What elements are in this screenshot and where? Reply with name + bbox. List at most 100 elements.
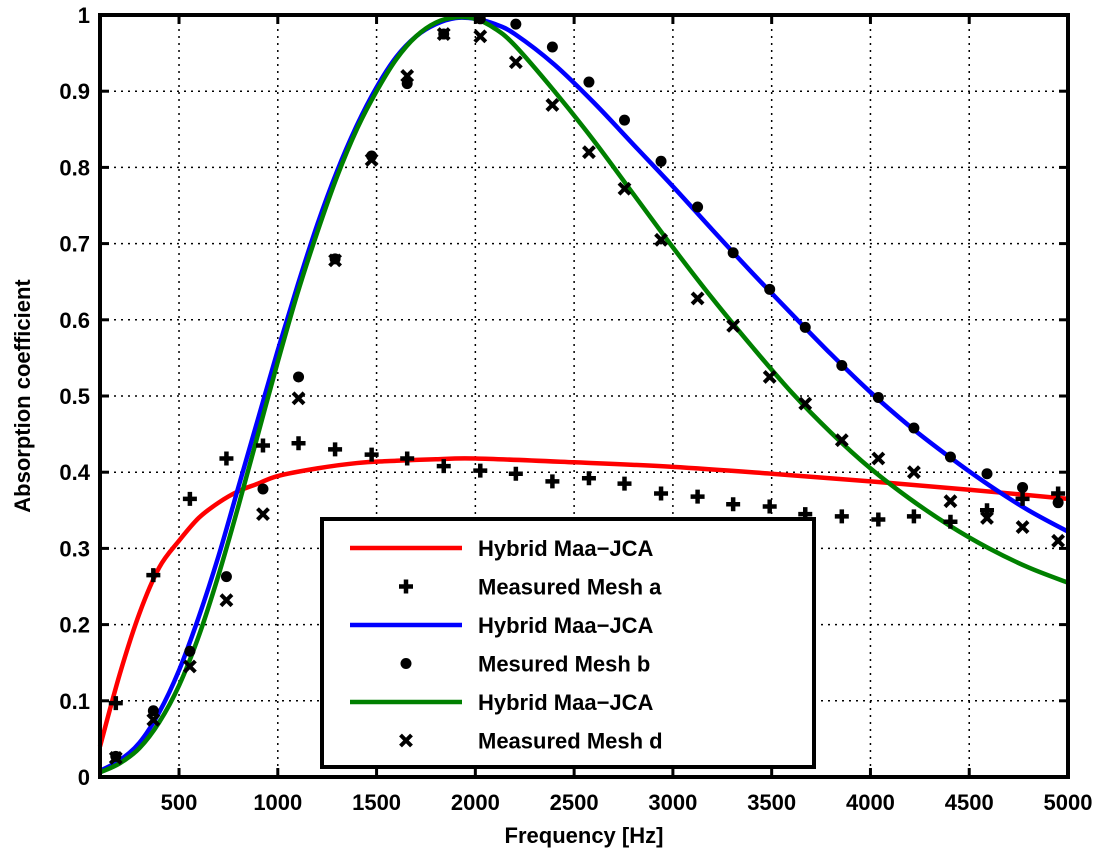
x-tick-label: 4000 xyxy=(846,790,895,815)
data-point xyxy=(944,451,956,463)
data-point xyxy=(727,247,739,259)
data-point xyxy=(400,451,415,466)
data-point xyxy=(655,155,667,167)
data-point xyxy=(545,98,560,112)
y-tick-label: 0.6 xyxy=(59,308,90,333)
data-point xyxy=(762,370,777,384)
x-tick-label: 3000 xyxy=(648,790,697,815)
data-point xyxy=(726,318,741,333)
y-tick-label: 0.1 xyxy=(59,689,90,714)
legend-label: Measured Mesh a xyxy=(478,575,662,600)
data-point xyxy=(581,471,596,486)
y-tick-label: 0 xyxy=(78,765,90,790)
legend-label: Mesured Mesh b xyxy=(478,652,650,677)
series-line-4 xyxy=(99,14,1069,775)
data-point xyxy=(220,571,232,583)
data-point xyxy=(146,712,161,727)
data-point xyxy=(510,18,522,30)
series-markers-5 xyxy=(108,27,1066,765)
data-point xyxy=(583,76,595,88)
y-tick-label: 1 xyxy=(78,3,90,28)
y-tick-label: 0.2 xyxy=(59,613,90,638)
data-point xyxy=(291,436,306,451)
data-point xyxy=(692,201,704,213)
plot-series xyxy=(97,13,1070,775)
data-point xyxy=(834,509,849,524)
x-axis-label: Frequency [Hz] xyxy=(505,823,664,848)
data-point xyxy=(182,491,197,506)
legend-swatch-marker xyxy=(399,579,413,594)
x-tick-label: 1500 xyxy=(352,790,401,815)
x-tick-label: 500 xyxy=(161,790,198,815)
data-point xyxy=(871,451,886,466)
data-point xyxy=(473,463,488,478)
data-point xyxy=(1052,497,1064,509)
data-point xyxy=(182,659,197,674)
data-point xyxy=(980,511,994,525)
y-tick-label: 0.7 xyxy=(59,232,90,257)
y-tick-label: 0.8 xyxy=(59,155,90,180)
data-point xyxy=(400,69,415,83)
data-point xyxy=(508,466,523,481)
legend-swatch-marker xyxy=(400,658,412,669)
data-point xyxy=(799,321,811,333)
data-point xyxy=(1017,481,1029,493)
grid-lines xyxy=(100,15,1068,777)
data-point xyxy=(364,152,379,167)
tick-labels: 500 1000 1500 2000 2500 3000 3500 4000 4500 5000 0… xyxy=(59,3,1092,815)
legend-label: Measured Mesh d xyxy=(478,729,663,754)
data-point xyxy=(108,696,123,711)
data-point xyxy=(618,114,630,126)
y-tick-label: 0.3 xyxy=(59,536,90,561)
data-point xyxy=(981,468,993,480)
data-point xyxy=(508,55,523,70)
data-point xyxy=(257,483,269,495)
data-point xyxy=(654,232,668,247)
legend: Hybrid Maa−JCA Measured Mesh a Hybrid Maa−… xyxy=(320,517,816,769)
data-point xyxy=(834,433,849,448)
data-point xyxy=(255,438,270,453)
data-point xyxy=(836,360,848,372)
data-point xyxy=(293,371,305,383)
data-point xyxy=(617,476,632,491)
data-point xyxy=(108,751,123,765)
x-tick-label: 2000 xyxy=(451,790,500,815)
data-point xyxy=(436,459,451,474)
data-point xyxy=(146,568,161,583)
data-point xyxy=(908,422,920,434)
x-tick-label: 4500 xyxy=(945,790,994,815)
data-point xyxy=(219,593,234,608)
data-point xyxy=(328,442,343,457)
data-point xyxy=(436,27,451,41)
data-point xyxy=(726,497,741,512)
legend-swatch-marker xyxy=(399,733,413,748)
data-point xyxy=(617,181,632,196)
data-point xyxy=(690,489,705,504)
data-point xyxy=(219,451,234,466)
data-point xyxy=(906,465,921,480)
data-point xyxy=(762,499,777,514)
legend-label: Hybrid Maa−JCA xyxy=(478,690,654,715)
data-point xyxy=(654,486,669,501)
data-point xyxy=(546,41,558,53)
data-point xyxy=(943,514,958,529)
data-point xyxy=(798,396,813,411)
axis-ticks xyxy=(100,13,1070,779)
y-tick-label: 0.5 xyxy=(59,384,90,409)
series-markers-1 xyxy=(108,436,1066,711)
y-tick-label: 0.4 xyxy=(59,460,90,485)
x-tick-label: 3500 xyxy=(747,790,796,815)
y-axis-label: Absorption coefficient xyxy=(10,279,35,513)
data-point xyxy=(871,512,886,527)
data-point xyxy=(545,474,560,489)
data-point xyxy=(291,391,306,406)
data-point xyxy=(256,507,270,522)
legend-entries: Hybrid Maa−JCA Measured Mesh a Hybrid Maa−… xyxy=(350,536,663,754)
data-point xyxy=(147,705,159,717)
x-tick-label: 2500 xyxy=(550,790,599,815)
data-point xyxy=(473,29,488,44)
data-point xyxy=(1051,533,1066,548)
data-point xyxy=(690,291,705,306)
data-point xyxy=(980,503,995,518)
